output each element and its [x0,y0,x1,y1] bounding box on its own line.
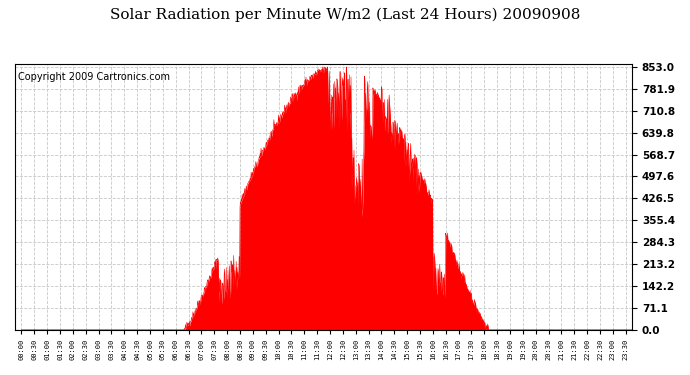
Text: Copyright 2009 Cartronics.com: Copyright 2009 Cartronics.com [18,72,170,82]
Text: Solar Radiation per Minute W/m2 (Last 24 Hours) 20090908: Solar Radiation per Minute W/m2 (Last 24… [110,8,580,22]
